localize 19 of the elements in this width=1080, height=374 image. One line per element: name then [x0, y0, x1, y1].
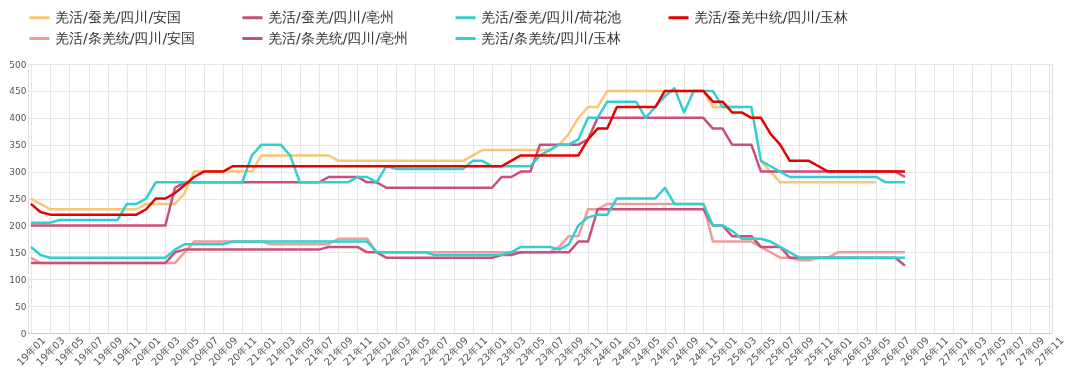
y-tick-label: 250	[9, 194, 27, 204]
y-tick-label: 450	[9, 86, 27, 97]
y-tick-label: 150	[9, 247, 27, 258]
y-tick-label: 200	[9, 220, 27, 231]
y-tick-label: 0	[20, 328, 27, 339]
legend-label: 羌活/条羌统/四川/亳州	[268, 29, 409, 46]
legend-label: 羌活/条羌统/四川/安国	[55, 29, 196, 46]
legend-label: 羌活/蚕羌/四川/安国	[55, 8, 182, 25]
y-tick-label: 300	[9, 167, 27, 178]
legend-label: 羌活/蚕羌中统/四川/玉林	[694, 8, 849, 25]
legend-label: 羌活/蚕羌/四川/荷花池	[481, 8, 622, 25]
y-tick-label: 50	[15, 301, 27, 312]
y-tick-label: 350	[9, 140, 27, 151]
y-tick-label: 500	[9, 59, 27, 70]
y-tick-label: 400	[9, 113, 27, 124]
legend-label: 羌活/蚕羌/四川/亳州	[268, 8, 395, 25]
line-series	[29, 186, 907, 259]
y-tick-label: 100	[9, 274, 27, 285]
legend-label: 羌活/条羌统/四川/玉林	[481, 29, 622, 46]
